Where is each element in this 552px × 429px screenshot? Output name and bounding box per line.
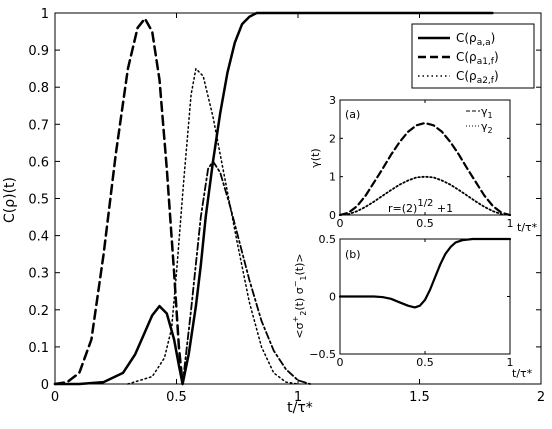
main-x-tick-label: 1 [294, 390, 302, 405]
main-x-tick-label: 2 [537, 390, 545, 405]
main-legend: C(ρa,a) C(ρa1,f) C(ρa2,f) [411, 23, 535, 89]
inset-b-series-solid-line [338, 237, 512, 309]
main-series-dashed-line [53, 17, 184, 386]
inset-b-panel-label: (b) [345, 248, 361, 261]
main-y-tick-label: 0.3 [28, 267, 49, 282]
main-y-tick-label: 0.8 [28, 81, 49, 96]
main-y-tick-label: 0.9 [28, 44, 49, 59]
inset-a-y-tick-label: 0 [329, 209, 336, 222]
inset-b-x-tick-label: 0.5 [416, 356, 434, 369]
inset-a-y-tick-label: 2 [329, 132, 336, 145]
inset-a-legend-label-gamma2: γ2 [481, 120, 493, 135]
main-y-tick-label: 0.7 [28, 118, 49, 133]
inset-a-series-dashed-line [338, 121, 512, 217]
main-x-tick-label: 1.5 [409, 390, 430, 405]
inset-a-x-axis-label: t/τ* [517, 221, 538, 234]
inset-b-x-axis-label: t/τ* [512, 367, 533, 380]
inset-a-background [340, 100, 510, 215]
main-y-axis-label: C(ρ)(t) [2, 177, 18, 223]
inset-a-y-tick-label: 1 [329, 171, 336, 184]
inset-b-y-tick-label: 0 [329, 291, 336, 304]
main-y-tick-label: 1 [41, 7, 49, 22]
main-x-axis-label: t/τ* [287, 400, 313, 416]
inset-b-x-tick-label: 1 [507, 356, 514, 369]
main-y-tick-label: 0.2 [28, 304, 49, 319]
inset-b-y-tick-label: 0.5 [319, 233, 337, 246]
main-y-tick-label: 0.4 [28, 230, 49, 245]
inset-b-y-tick-label: −0.5 [309, 348, 336, 361]
main-y-tick-label: 0 [41, 378, 49, 393]
main-x-tick-label: 0.5 [166, 390, 187, 405]
inset-b-plot: 0 0.5 1−0.500.5 (b) <σ+2(t) σ−1(t)> t/τ* [291, 233, 533, 380]
inset-a-plot: 0 0.5 1 0 1 2 3 (a) γ1 γ2 r=(2)1/2 +1 γ(t) t/τ… [309, 94, 538, 234]
main-plot: 0 0.5 1 1.5 200.10.20.30.40.50.60.70.80.91 t… [2, 7, 545, 416]
inset-a-legend-label-gamma1: γ1 [481, 105, 493, 120]
main-series-dotted-line [127, 67, 299, 385]
inset-a-x-tick-label: 0.5 [416, 217, 434, 230]
inset-b-x-tick-label: 0 [337, 356, 344, 369]
inset-b-y-axis-label: <σ+2(t) σ−1(t)> [291, 253, 308, 338]
main-series-solid-line [53, 11, 494, 386]
inset-a-annotation: r=(2)1/2 +1 [388, 198, 453, 215]
main-y-tick-label: 0.6 [28, 155, 49, 170]
main-y-tick-label: 0.1 [28, 341, 49, 356]
inset-a-y-tick-label: 3 [329, 94, 336, 107]
main-series-dashdot-line [181, 160, 312, 385]
main-y-tick-label: 0.5 [28, 193, 49, 208]
inset-a-x-tick-label: 1 [507, 217, 514, 230]
inset-a-y-axis-label: γ(t) [309, 148, 322, 167]
main-x-tick-label: 0 [51, 390, 59, 405]
inset-a-panel-label: (a) [345, 108, 360, 121]
inset-a-x-tick-label: 0 [337, 217, 344, 230]
